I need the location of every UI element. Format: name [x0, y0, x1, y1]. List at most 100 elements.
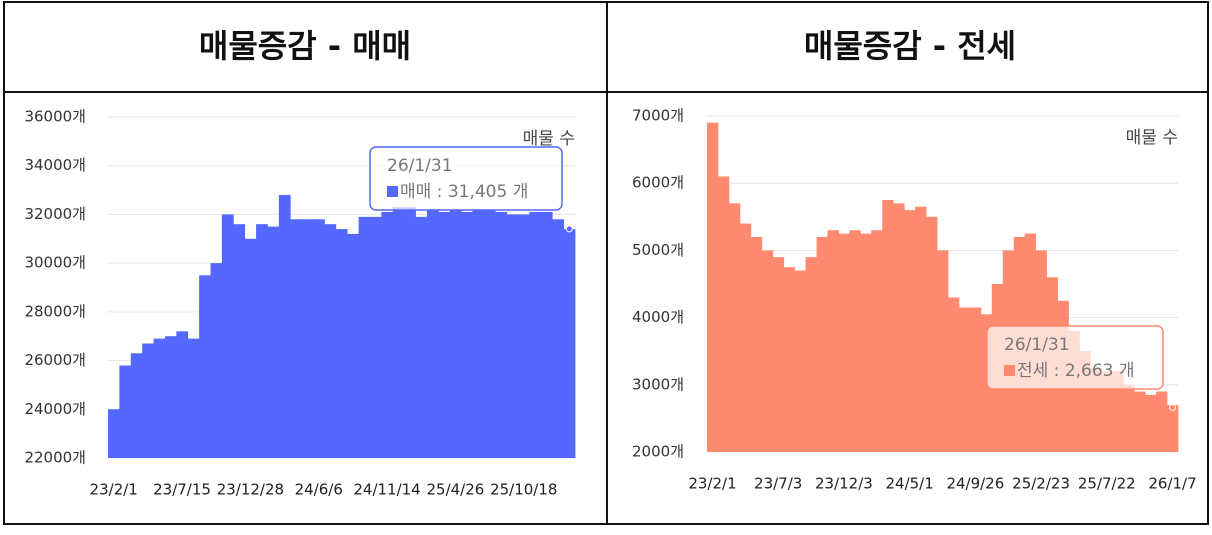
bar — [472, 209, 485, 458]
tooltip-date: 26/1/31 — [387, 156, 453, 176]
bar — [119, 365, 132, 458]
chart-title: 매물증감 - 전세 — [804, 27, 1016, 65]
legend-label: 매물 수 — [1126, 128, 1178, 148]
tooltip-box — [986, 325, 1164, 390]
x-tick-label: 23/12/28 — [217, 481, 284, 499]
bar — [937, 250, 949, 452]
bar — [142, 343, 154, 458]
bar — [449, 209, 462, 458]
y-tick-label: 32000개 — [24, 205, 86, 223]
bar — [290, 219, 303, 458]
bar — [783, 267, 796, 452]
bar — [904, 210, 916, 452]
bar — [794, 270, 806, 452]
tooltip-box — [369, 146, 563, 211]
bar — [438, 211, 451, 458]
x-tick-label: 25/2/23 — [1012, 475, 1070, 493]
tooltip-value: 전세 : 2,663 개 — [1017, 361, 1135, 381]
bar — [233, 224, 246, 458]
bar — [278, 194, 291, 458]
bar — [860, 233, 872, 452]
chart-title: 매물증감 - 매매 — [199, 27, 411, 65]
bar — [772, 257, 785, 452]
bar — [324, 224, 337, 458]
bar — [267, 226, 280, 458]
bar — [108, 409, 120, 458]
bar — [369, 216, 382, 458]
bar — [335, 229, 348, 458]
bar — [552, 219, 565, 458]
y-tick-label: 3000개 — [632, 375, 684, 393]
bar — [871, 230, 883, 452]
tooltip-date: 26/1/31 — [1004, 335, 1070, 355]
bar — [244, 238, 257, 458]
bar — [947, 297, 960, 452]
bar — [199, 275, 211, 458]
bar — [728, 203, 741, 452]
bar — [1079, 351, 1091, 452]
tooltip-value: 매매 : 31,405 개 — [400, 182, 528, 202]
bar — [1156, 391, 1168, 452]
bar — [1090, 368, 1102, 452]
bar — [958, 307, 971, 452]
y-tick-label: 28000개 — [24, 302, 86, 320]
bar — [1145, 394, 1157, 452]
bar — [717, 176, 730, 453]
bar — [381, 211, 394, 458]
bar — [827, 230, 839, 452]
bar — [816, 236, 828, 452]
x-tick-label: 24/9/26 — [946, 475, 1004, 493]
x-tick-label: 23/7/3 — [754, 475, 802, 493]
y-tick-label: 7000개 — [632, 107, 684, 125]
bar — [347, 233, 359, 458]
tooltip-point — [1169, 403, 1177, 411]
bar — [130, 353, 143, 458]
bar — [164, 336, 177, 458]
bar — [415, 216, 428, 458]
x-tick-label: 24/5/1 — [885, 475, 933, 493]
bar — [915, 206, 927, 452]
x-tick-label: 25/7/22 — [1078, 475, 1136, 493]
x-tick-label: 25/4/26 — [426, 481, 484, 499]
bar — [153, 338, 166, 458]
bar — [1112, 371, 1124, 452]
x-tick-label: 24/6/6 — [295, 481, 343, 499]
bar — [540, 211, 553, 458]
bar — [506, 214, 519, 458]
tooltip-swatch — [387, 186, 398, 197]
bar — [256, 224, 268, 458]
bar — [210, 263, 223, 458]
bar — [176, 331, 189, 458]
x-tick-label: 24/11/14 — [353, 481, 420, 499]
bar — [301, 219, 314, 458]
x-tick-label: 23/7/15 — [153, 481, 211, 499]
bar — [805, 257, 817, 452]
bar — [838, 233, 850, 452]
bar — [392, 207, 405, 458]
bar — [483, 209, 496, 458]
bar — [1101, 371, 1113, 452]
bar — [739, 223, 752, 452]
bar — [313, 219, 325, 458]
y-tick-label: 4000개 — [632, 308, 684, 326]
bar — [1134, 391, 1146, 452]
x-tick-label: 25/10/18 — [490, 481, 557, 499]
bar — [426, 209, 439, 458]
bar — [761, 250, 774, 452]
bar — [1167, 404, 1179, 452]
y-tick-label: 30000개 — [24, 254, 86, 272]
bar — [707, 122, 719, 452]
y-tick-label: 36000개 — [24, 108, 86, 126]
bar — [1068, 331, 1080, 452]
bar — [893, 203, 905, 452]
bar — [882, 200, 894, 452]
bar — [187, 338, 200, 458]
bar — [1123, 384, 1135, 452]
y-tick-label: 5000개 — [632, 241, 684, 259]
bar — [358, 216, 371, 458]
bar — [461, 211, 473, 458]
x-tick-label: 26/1/7 — [1148, 475, 1196, 493]
bar — [969, 307, 982, 452]
y-tick-label: 6000개 — [632, 174, 684, 192]
